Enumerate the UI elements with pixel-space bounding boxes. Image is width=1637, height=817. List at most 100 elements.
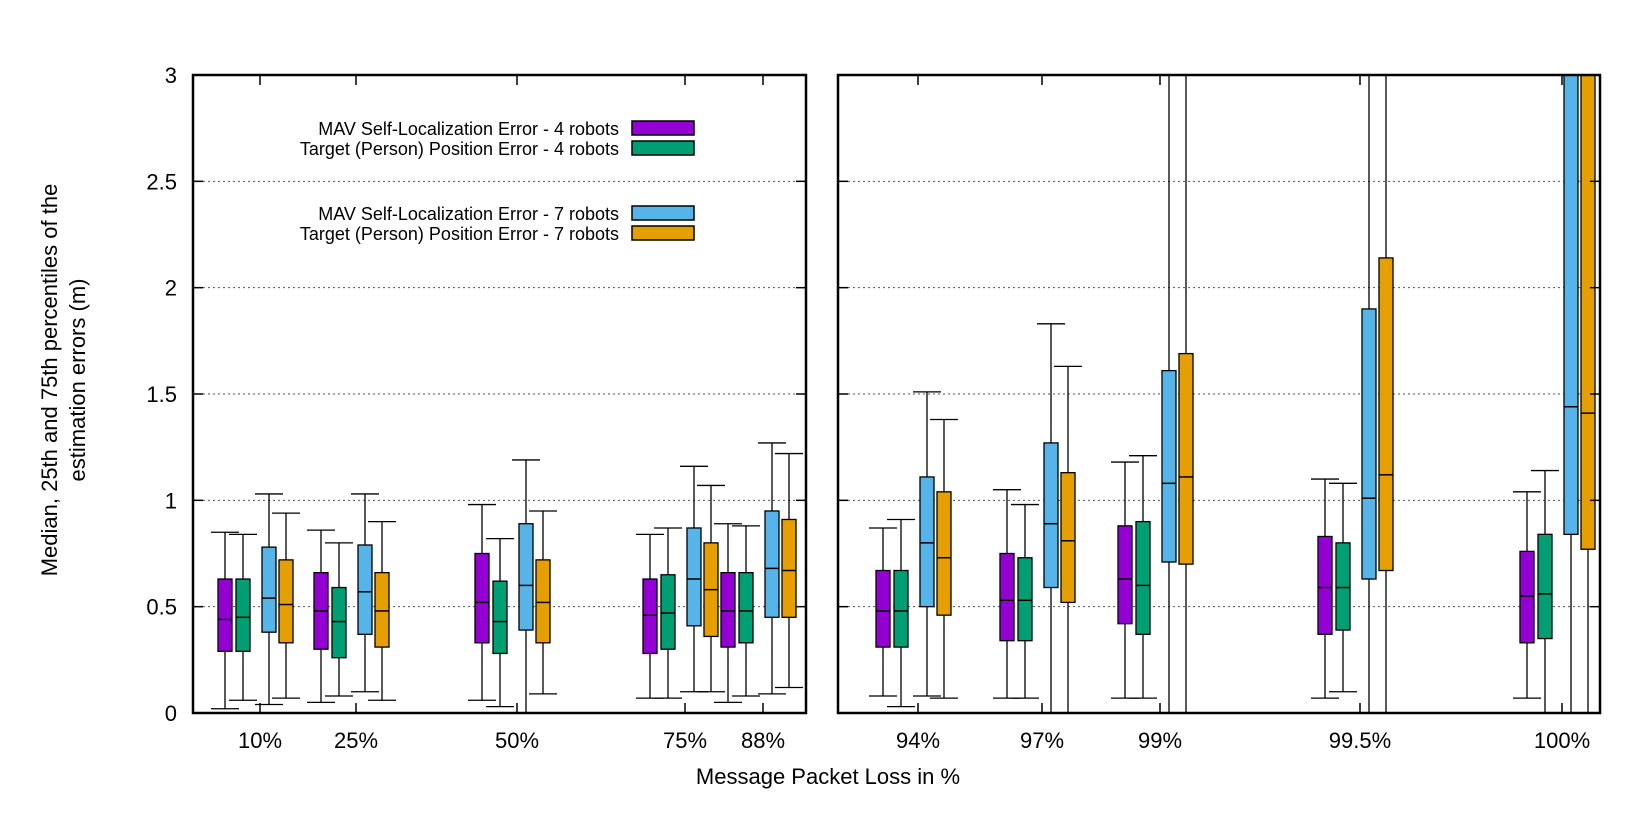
legend-swatch-1 — [631, 120, 695, 136]
y-tick-label: 0 — [165, 701, 177, 726]
y-tick-label: 1.5 — [146, 382, 177, 407]
x-tick-label: 97% — [1020, 728, 1064, 753]
iqr-box — [1043, 442, 1059, 589]
legend-label-2: Target (Person) Position Error - 4 robot… — [300, 139, 619, 159]
iqr-box — [261, 546, 277, 633]
y-tick-label: 2.5 — [146, 169, 177, 194]
box-10%-series-4 — [272, 512, 300, 699]
box-97%-series-1 — [993, 489, 1021, 699]
iqr-box — [875, 569, 891, 648]
x-tick-label: 99% — [1138, 728, 1182, 753]
iqr-box — [642, 578, 658, 655]
legend-label-1: MAV Self-Localization Error - 4 robots — [318, 119, 619, 139]
box-25%-series-4 — [368, 520, 396, 701]
box-50%-series-3 — [512, 459, 540, 713]
box-75%-series-1 — [636, 533, 664, 699]
iqr-box — [1519, 550, 1535, 644]
box-99%-series-2 — [1129, 455, 1157, 699]
box-94%-series-2 — [887, 518, 915, 708]
box-97%-series-2 — [1011, 503, 1039, 699]
iqr-box — [1537, 533, 1553, 640]
iqr-box — [764, 510, 780, 618]
box-99%-series-4 — [1178, 75, 1194, 713]
box-100%-series-3 — [1563, 74, 1579, 713]
iqr-box — [1017, 557, 1033, 642]
iqr-box — [357, 544, 373, 635]
iqr-box — [1335, 542, 1351, 631]
box-99.5%-series-3 — [1361, 75, 1377, 713]
box-100%-series-1 — [1513, 491, 1541, 699]
box-88%-series-3 — [758, 442, 786, 695]
x-tick-label: 75% — [663, 728, 707, 753]
x-tick-label: 99.5% — [1329, 728, 1391, 753]
iqr-box — [660, 574, 676, 650]
box-50%-series-2 — [486, 537, 514, 708]
box-50%-series-4 — [529, 510, 557, 695]
y-tick-label: 1 — [165, 488, 177, 513]
iqr-box — [492, 580, 508, 655]
x-tick-label: 10% — [238, 728, 282, 753]
iqr-box — [474, 552, 490, 644]
box-25%-series-3 — [351, 493, 379, 693]
iqr-box — [893, 569, 909, 648]
iqr-box — [1580, 74, 1596, 550]
iqr-box — [686, 527, 702, 627]
box-99%-series-3 — [1161, 75, 1177, 713]
iqr-box — [1117, 525, 1133, 625]
x-tick-label: 94% — [896, 728, 940, 753]
box-75%-series-4 — [697, 484, 725, 693]
iqr-box — [1161, 369, 1177, 563]
box-94%-series-4 — [930, 418, 958, 699]
iqr-box — [374, 571, 390, 648]
iqr-box — [331, 586, 347, 659]
y-axis-label-line1: Median, 25th and 75th percentiles of the — [37, 184, 62, 577]
iqr-box — [1378, 257, 1394, 572]
y-tick-label: 3 — [165, 63, 177, 88]
x-axis-label: Message Packet Loss in % — [696, 764, 960, 789]
iqr-box — [235, 578, 251, 652]
legend: MAV Self-Localization Error - 4 robotsTa… — [300, 119, 695, 244]
box-100%-series-2 — [1531, 469, 1559, 713]
box-88%-series-2 — [732, 525, 760, 697]
iqr-box — [1178, 352, 1194, 565]
box-99.5%-series-2 — [1329, 482, 1357, 693]
box-94%-series-1 — [869, 527, 897, 697]
box-layer — [211, 74, 1596, 713]
iqr-box — [1317, 535, 1333, 635]
x-tick-label: 88% — [741, 728, 785, 753]
box-97%-series-3 — [1037, 323, 1065, 713]
iqr-box — [1563, 74, 1579, 536]
iqr-box — [535, 559, 551, 644]
legend-swatch-4 — [631, 225, 695, 241]
y-axis-label-line2: estimation errors (m) — [65, 279, 90, 482]
box-88%-series-4 — [775, 452, 803, 689]
x-tick-label: 100% — [1534, 728, 1590, 753]
x-tick-label: 50% — [495, 728, 539, 753]
iqr-box — [936, 491, 952, 616]
box-25%-series-2 — [325, 542, 353, 697]
box-88%-series-1 — [714, 523, 742, 704]
iqr-box — [720, 571, 736, 648]
iqr-box — [919, 476, 935, 608]
iqr-box — [278, 559, 294, 644]
box-94%-series-3 — [913, 391, 941, 697]
iqr-box — [781, 518, 797, 618]
box-25%-series-1 — [307, 529, 335, 704]
legend-swatch-3 — [631, 205, 695, 221]
box-99.5%-series-4 — [1378, 75, 1394, 713]
iqr-box — [738, 571, 754, 644]
box-97%-series-4 — [1054, 365, 1082, 713]
box-10%-series-1 — [211, 531, 239, 710]
iqr-box — [1361, 308, 1377, 580]
y-tick-label: 2 — [165, 276, 177, 301]
iqr-box — [999, 552, 1015, 642]
legend-label-4: Target (Person) Position Error - 7 robot… — [300, 224, 619, 244]
legend-label-3: MAV Self-Localization Error - 7 robots — [318, 204, 619, 224]
y-tick-label: 0.5 — [146, 595, 177, 620]
x-tick-label: 25% — [334, 728, 378, 753]
box-99%-series-1 — [1111, 461, 1139, 699]
legend-swatch-2 — [631, 140, 695, 156]
iqr-box — [217, 578, 233, 652]
iqr-box — [518, 523, 534, 631]
